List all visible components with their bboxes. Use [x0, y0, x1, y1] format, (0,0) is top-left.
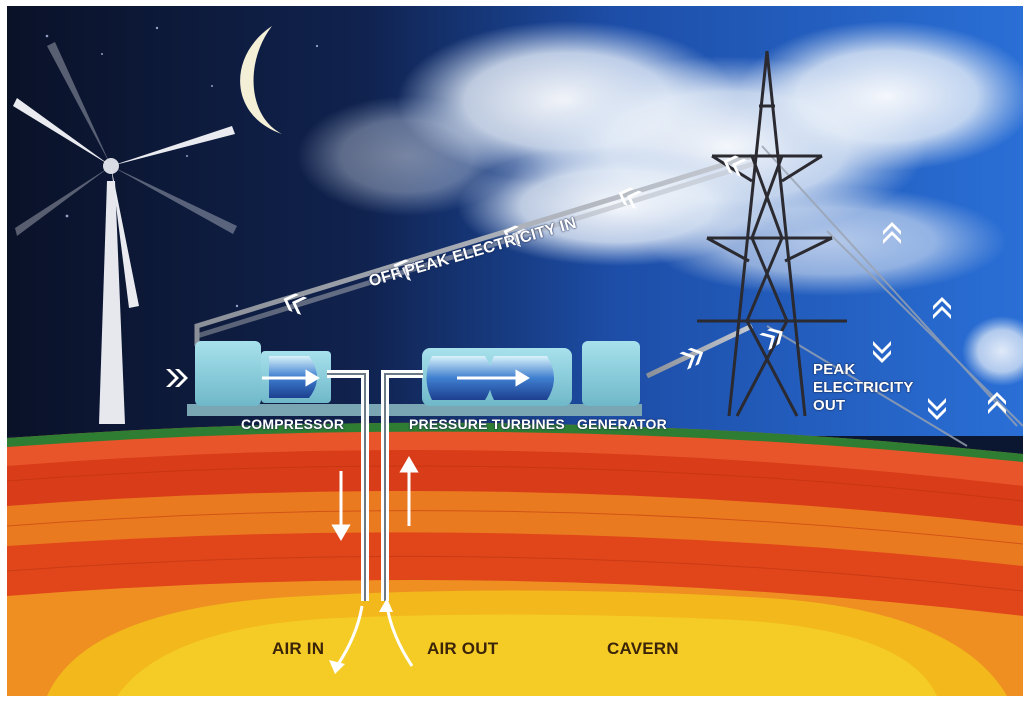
rock-layers	[7, 422, 1023, 696]
generator-label: GENERATOR	[577, 416, 667, 432]
air-pipes	[327, 370, 423, 601]
peak-electricity-out-label: PEAK ELECTRICITY OUT	[813, 361, 914, 415]
moon-icon	[240, 26, 282, 134]
flow-arrows	[262, 369, 530, 387]
peak-label-line-1: PEAK	[813, 361, 856, 378]
generator-unit	[582, 341, 640, 406]
caes-diagram: OFF PEAK ELECTRICITY IN PEAK ELECTRICITY…	[7, 6, 1023, 696]
air-out-label: AIR OUT	[427, 639, 499, 658]
peak-label-line-2: ELECTRICITY	[813, 379, 914, 396]
pressure-turbines-label: PRESSURE TURBINES	[409, 416, 565, 432]
peak-label-line-3: OUT	[813, 397, 846, 414]
vertical-arrows	[331, 456, 419, 541]
machine-base	[187, 404, 642, 416]
cavern-label: CAVERN	[607, 639, 679, 658]
ground-line	[7, 422, 1023, 462]
pylon-icon	[697, 50, 847, 417]
compressor-label: COMPRESSOR	[241, 416, 345, 432]
air-in-label: AIR IN	[272, 639, 325, 658]
stars	[45, 26, 319, 308]
wind-turbine-icon	[13, 42, 237, 424]
diagram-illustration	[7, 6, 1023, 696]
